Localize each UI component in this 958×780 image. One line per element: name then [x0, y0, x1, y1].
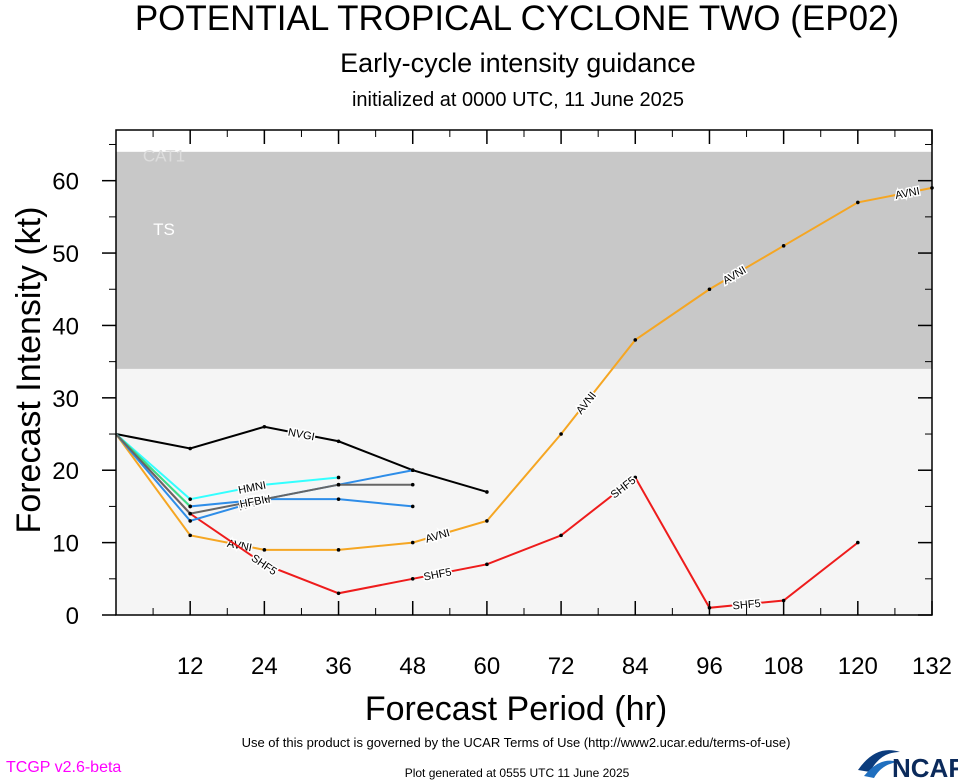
series-line-nvgi: [115, 425, 488, 493]
data-point-hfbi: [410, 482, 415, 487]
x-tick-label: 132: [912, 653, 952, 680]
y-tick-label: 30: [52, 386, 79, 413]
chart-title: POTENTIAL TROPICAL CYCLONE TWO (EP02): [135, 0, 899, 38]
x-tick-label: 60: [474, 653, 501, 680]
init-time: initialized at 0000 UTC, 11 June 2025: [352, 89, 684, 111]
data-point-nvgi: [485, 490, 489, 494]
data-point-avni: [633, 338, 638, 342]
band-label-cat1: CAT1: [143, 147, 185, 166]
data-point-shf5: [485, 562, 489, 567]
x-tick-label: 84: [622, 653, 649, 680]
data-point-shf5: [781, 598, 786, 603]
data-point-hfbi: [336, 482, 341, 487]
data-point-nvgi: [188, 446, 192, 451]
x-tick-label: 24: [251, 653, 278, 680]
x-tick-label: 36: [325, 653, 352, 680]
data-point-hfai: [410, 504, 415, 509]
data-point-hfbi: [262, 497, 267, 501]
x-tick-label: 96: [696, 653, 723, 680]
ncar-swoosh-accent-icon: [864, 760, 898, 778]
data-point-hmni: [262, 482, 267, 487]
x-tick-label: 72: [548, 653, 575, 680]
band-cat1: [116, 130, 932, 152]
y-tick-label: 20: [52, 458, 79, 485]
y-tick-label: 50: [52, 241, 79, 268]
data-point-shf5: [559, 533, 563, 538]
data-point-avni: [410, 540, 415, 545]
data-point-avni: [707, 287, 712, 292]
data-point-avni: [262, 548, 267, 552]
terms-of-use: Use of this product is governed by the U…: [242, 735, 791, 750]
chart-subtitle: Early-cycle intensity guidance: [340, 48, 696, 78]
y-tick-label: 0: [66, 603, 79, 630]
series-nvgi: NVGI: [115, 424, 489, 494]
data-point-shf5: [410, 577, 415, 581]
data-point-nvgi: [262, 424, 267, 429]
series-label-shf5: SHF5: [732, 598, 761, 613]
axes: 12 24 36 48 60 72 84 96 108 120 132 0 10 20 30 40 50 60: [52, 129, 952, 680]
band-ts: [116, 151, 932, 369]
x-tick-label: 12: [177, 653, 204, 680]
data-point-hmni: [188, 497, 192, 501]
intensity-bands: TS CAT1: [116, 130, 932, 369]
data-point-hwfi: [188, 519, 192, 523]
x-axis-label: Forecast Period (hr): [365, 690, 667, 728]
data-point-hfai: [336, 497, 341, 501]
x-tick-label: 48: [399, 653, 426, 680]
data-point-shf5: [262, 562, 267, 567]
data-point-hmni: [336, 475, 341, 480]
series-line-hmni: [115, 433, 339, 501]
data-point-hfbi: [188, 511, 192, 516]
data-point-avni: [485, 519, 489, 523]
plot-generated: Plot generated at 0555 UTC 11 June 2025: [405, 766, 630, 780]
ncar-wordmark: NCAR: [892, 753, 958, 780]
x-tick-label: 108: [764, 653, 804, 680]
data-point-shf5: [856, 540, 860, 545]
data-point-avni: [559, 432, 563, 436]
series-line-avni: [115, 186, 933, 551]
data-point-avni: [188, 533, 192, 538]
data-point-avni: [336, 548, 341, 552]
data-point-shf5: [633, 475, 638, 480]
ncar-swoosh-icon: [858, 750, 900, 772]
x-tick-label: 120: [838, 653, 878, 680]
data-point-avni: [781, 244, 786, 248]
version-label: TCGP v2.6-beta: [6, 759, 121, 776]
data-point-dshp: [188, 504, 192, 509]
ncar-logo: NCAR: [858, 750, 958, 780]
data-point-hwfi: [410, 468, 415, 473]
y-axis-label: Forecast Intensity (kt): [10, 207, 48, 534]
data-point-avni: [856, 200, 860, 205]
data-point-shf5: [336, 591, 341, 596]
y-tick-label: 60: [52, 169, 79, 196]
band-label-ts: TS: [153, 220, 175, 239]
data-point-nvgi: [336, 439, 341, 444]
y-tick-label: 10: [52, 531, 79, 558]
y-tick-label: 40: [52, 313, 79, 340]
